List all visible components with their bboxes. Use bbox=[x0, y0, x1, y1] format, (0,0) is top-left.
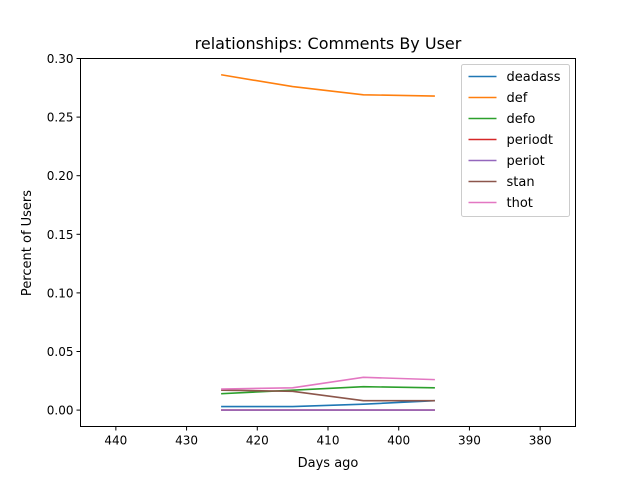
x-tick-label: 420 bbox=[246, 434, 269, 448]
y-tick-label: 0.15 bbox=[47, 228, 74, 242]
series-line-def bbox=[220, 73, 435, 97]
x-tick-label: 410 bbox=[317, 434, 340, 448]
y-tick-label: 0.00 bbox=[47, 404, 74, 418]
x-tick-label: 400 bbox=[387, 434, 410, 448]
y-tick-label: 0.20 bbox=[47, 169, 74, 183]
chart-title: relationships: Comments By User bbox=[195, 34, 462, 53]
y-tick-label: 0.05 bbox=[47, 345, 74, 359]
legend-label-periodt: periodt bbox=[507, 133, 554, 148]
series-line-stan bbox=[221, 389, 435, 402]
x-tick-label: 380 bbox=[529, 434, 552, 448]
x-tick-label: 430 bbox=[175, 434, 198, 448]
plot-frame bbox=[80, 58, 576, 427]
legend-label-defo: defo bbox=[507, 112, 536, 127]
legend-label-periot: periot bbox=[507, 154, 545, 169]
legend-label-def: def bbox=[507, 91, 528, 106]
x-axis-label: Days ago bbox=[298, 456, 359, 471]
x-tick-label: 390 bbox=[458, 434, 481, 448]
x-tick-label: 440 bbox=[104, 434, 127, 448]
series-line-thot bbox=[221, 376, 435, 390]
legend-label-deadass: deadass bbox=[507, 70, 561, 85]
series-line-defo bbox=[221, 385, 435, 395]
y-tick-label: 0.25 bbox=[47, 111, 74, 125]
legend-label-stan: stan bbox=[507, 175, 535, 190]
legend: deadass def defo periodt periot stan thot bbox=[461, 64, 570, 217]
y-tick-label: 0.30 bbox=[47, 52, 74, 66]
y-tick-label: 0.10 bbox=[47, 286, 74, 300]
legend-box bbox=[461, 64, 570, 217]
legend-label-thot: thot bbox=[507, 196, 533, 211]
series-line-deadass bbox=[221, 399, 435, 408]
y-axis-label: Percent of Users bbox=[20, 190, 35, 296]
ticks-layer: 440 430 420 410 400 390 380 0.00 0.05 0.10 0.15 0.2… bbox=[47, 52, 552, 448]
lines-layer bbox=[220, 73, 435, 411]
